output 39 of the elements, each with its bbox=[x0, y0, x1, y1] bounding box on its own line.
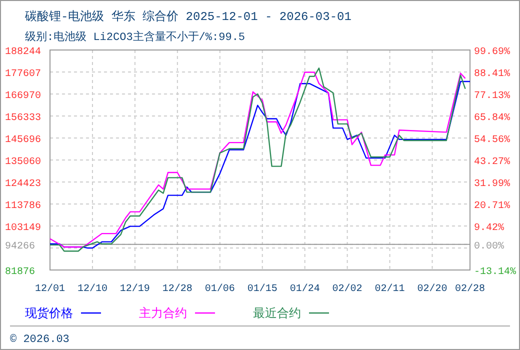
x-tick-label: 02/02 bbox=[332, 283, 362, 295]
y2-tick-label: 65.84% bbox=[474, 113, 510, 124]
y-tick-label: 177607 bbox=[5, 69, 42, 80]
x-tick-label: 01/06 bbox=[204, 283, 235, 295]
chart-title: 碳酸锂-电池级 华东 综合价 2025-12-01 - 2026-03-01 bbox=[24, 9, 352, 24]
y2-tick-label: 43.27% bbox=[474, 157, 510, 168]
y2-tick-label: 20.71% bbox=[474, 201, 510, 212]
legend-label: 最近合约 bbox=[253, 306, 301, 320]
y2-tick-label: 77.13% bbox=[474, 90, 510, 102]
legend-label: 现货价格 bbox=[25, 306, 73, 320]
y2-tick-label: 0.00% bbox=[474, 241, 504, 252]
x-tick-label: 02/20 bbox=[417, 283, 448, 295]
y-tick-label: 156333 bbox=[5, 113, 42, 124]
x-tick-label: 01/24 bbox=[290, 283, 320, 295]
y-tick-label: 124423 bbox=[5, 179, 42, 190]
y2-tick-label: 54.56% bbox=[474, 134, 510, 146]
x-tick-label: 12/28 bbox=[162, 283, 192, 295]
y-tick-label: 166970 bbox=[5, 91, 42, 102]
x-tick-label: 12/19 bbox=[120, 283, 150, 295]
y-tick-label: 94266 bbox=[5, 241, 36, 252]
y-tick-label: 103149 bbox=[5, 223, 42, 234]
y-tick-label: 135060 bbox=[5, 157, 42, 168]
x-tick-label: 02/28 bbox=[454, 283, 486, 295]
text: © 2026.03 bbox=[10, 334, 70, 346]
y2-tick-label: -13.14% bbox=[474, 267, 516, 278]
y-tick-label: 145696 bbox=[5, 135, 42, 146]
y-tick-label: 113786 bbox=[5, 201, 42, 212]
x-tick-label: 12/10 bbox=[77, 283, 108, 295]
y2-tick-label: 99.69% bbox=[474, 47, 510, 58]
legend-label: 主力合约 bbox=[139, 306, 187, 320]
x-tick-label: 01/15 bbox=[247, 283, 278, 295]
y2-tick-label: 88.41% bbox=[474, 68, 510, 80]
y2-tick-label: 31.99% bbox=[474, 179, 510, 190]
x-tick-label: 02/11 bbox=[374, 283, 405, 295]
y-tick-label: 81876 bbox=[5, 267, 36, 278]
y-tick-label: 188244 bbox=[5, 47, 42, 58]
y2-tick-label: 9.42% bbox=[474, 223, 504, 234]
chart-subtitle: 级别:电池级 Li2CO3主含量不小于/%:99.5 bbox=[25, 30, 246, 44]
x-tick-label: 12/01 bbox=[34, 283, 66, 295]
